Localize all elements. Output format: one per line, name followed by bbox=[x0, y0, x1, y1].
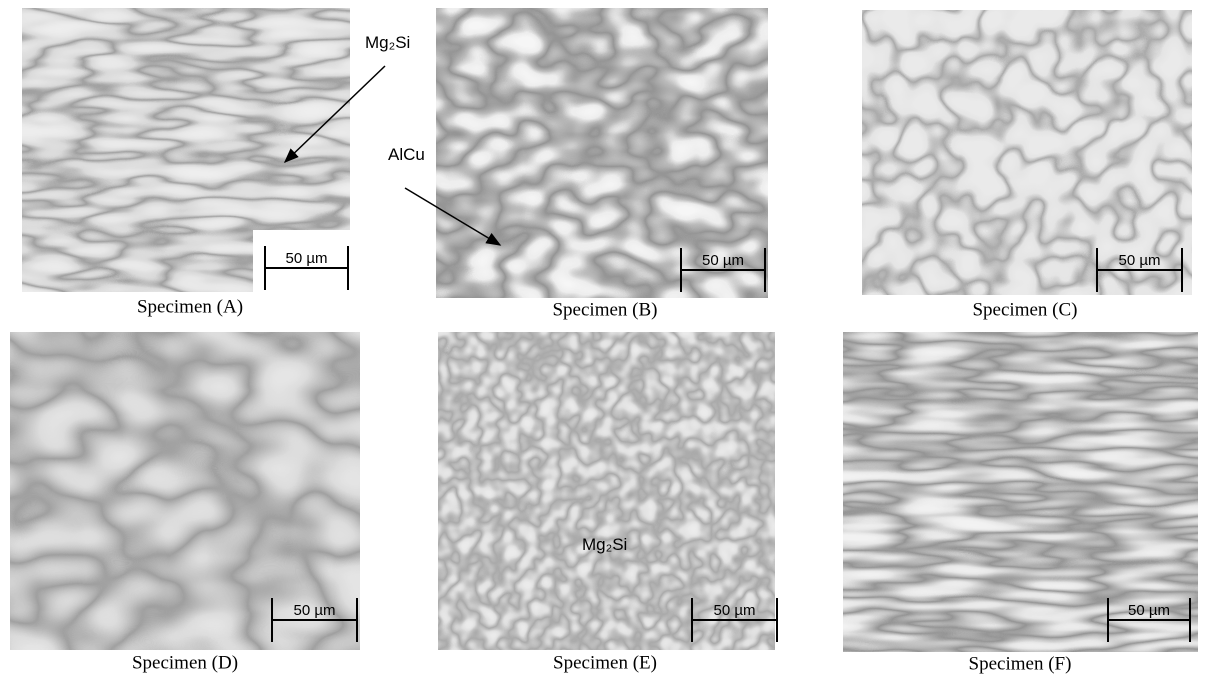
micrograph bbox=[843, 332, 1198, 652]
scale-bar-label: 50 µm bbox=[286, 250, 328, 267]
scale-bar-label: 50 µm bbox=[1119, 252, 1161, 269]
scale-bar-box bbox=[253, 230, 350, 292]
arrow bbox=[283, 65, 386, 164]
micrograph bbox=[438, 332, 775, 650]
caption: Specimen (F) bbox=[969, 653, 1072, 674]
caption: Specimen (E) bbox=[553, 652, 657, 673]
caption: Specimen (B) bbox=[552, 299, 657, 320]
micrograph bbox=[10, 332, 360, 650]
caption: Specimen (C) bbox=[972, 299, 1077, 320]
scale-bar-label: 50 µm bbox=[702, 252, 744, 269]
micrograph bbox=[436, 8, 768, 298]
arrow bbox=[404, 187, 502, 246]
caption: Specimen (D) bbox=[132, 652, 238, 673]
scale-bar-label: 50 µm bbox=[1128, 602, 1170, 619]
scale-bar-label: 50 µm bbox=[714, 602, 756, 619]
caption: Specimen (A) bbox=[137, 296, 243, 317]
micrograph bbox=[862, 10, 1192, 295]
phase-label: AlCu bbox=[388, 145, 425, 164]
phase-label: Mg₂Si bbox=[365, 33, 410, 52]
scale-bar-label: 50 µm bbox=[294, 602, 336, 619]
phase-label: Mg₂Si bbox=[582, 535, 627, 554]
